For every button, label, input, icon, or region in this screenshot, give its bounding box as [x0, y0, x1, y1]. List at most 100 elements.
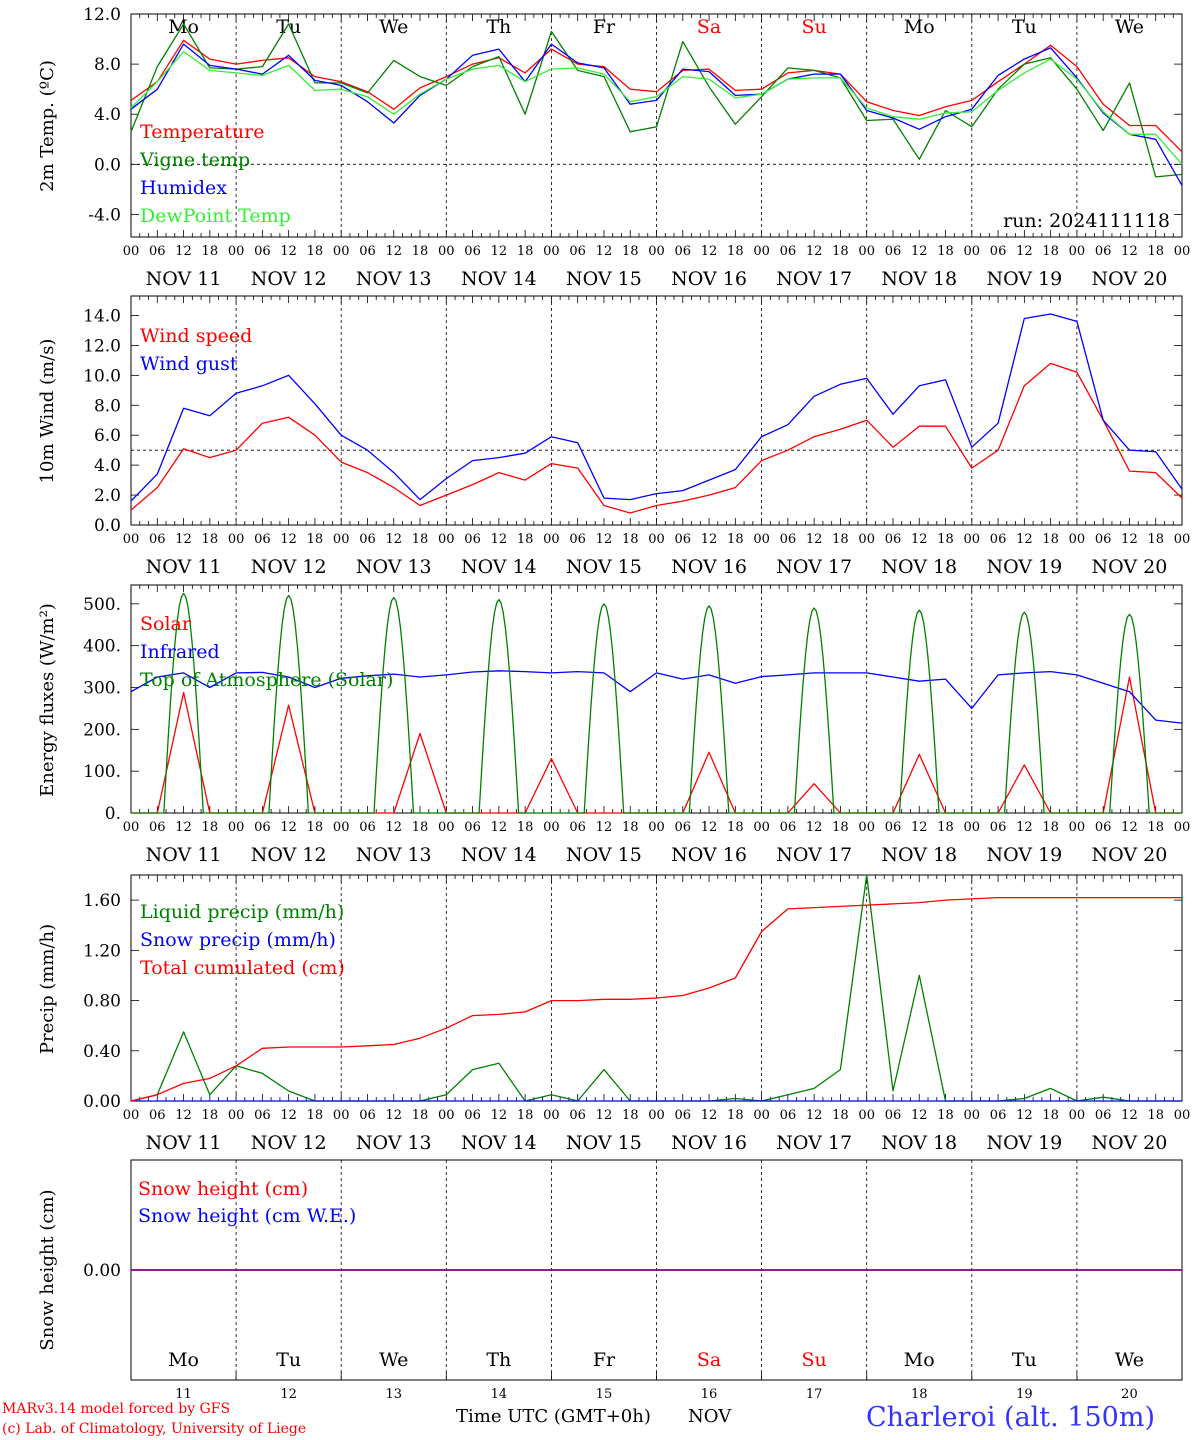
- hour-label: 06: [359, 532, 376, 547]
- hour-label: 06: [885, 532, 902, 547]
- hour-label: 18: [622, 1108, 639, 1123]
- day-name-label: Sa: [697, 16, 721, 38]
- date-label: NOV 16: [671, 1132, 747, 1154]
- hour-label: 12: [491, 244, 508, 259]
- hour-label: 06: [1095, 1108, 1112, 1123]
- hour-label: 00: [543, 820, 560, 835]
- hour-label: 06: [675, 244, 692, 259]
- y-tick-label: 6.0: [94, 426, 121, 446]
- y-axis-label: Precip (mm/h): [37, 924, 58, 1054]
- hour-label: 18: [307, 244, 324, 259]
- y-tick-label: 10.0: [83, 366, 121, 386]
- day-name-label: Sa: [697, 1349, 721, 1371]
- day-number-label: 18: [911, 1387, 928, 1402]
- hour-label: 12: [385, 1108, 402, 1123]
- hour-label: 18: [1147, 1108, 1164, 1123]
- hour-label: 06: [990, 532, 1007, 547]
- date-label: NOV 18: [881, 268, 957, 290]
- hour-label: 06: [569, 532, 586, 547]
- hour-label: 00: [753, 1108, 770, 1123]
- day-number-label: 17: [806, 1387, 823, 1402]
- y-tick-label: 4.0: [94, 105, 121, 125]
- y-tick-label: 0.0: [94, 155, 121, 175]
- hour-label: 18: [517, 244, 534, 259]
- hour-label: 12: [596, 244, 613, 259]
- hour-label: 00: [333, 532, 350, 547]
- hour-label: 06: [254, 244, 271, 259]
- y-tick-label: 14.0: [83, 306, 121, 326]
- hour-label: 18: [1147, 244, 1164, 259]
- series-line-wind-speed: [130, 362, 1183, 514]
- hour-label: 06: [464, 244, 481, 259]
- day-number-label: 12: [280, 1387, 297, 1402]
- date-label: NOV 12: [251, 1132, 327, 1154]
- hour-label: 00: [1174, 244, 1191, 259]
- credit-line-2: (c) Lab. of Climatology, University of L…: [2, 1421, 306, 1437]
- date-label: NOV 12: [251, 268, 327, 290]
- hour-label: 06: [464, 1108, 481, 1123]
- date-label: NOV 13: [356, 1132, 432, 1154]
- y-tick-label: 12.0: [83, 336, 121, 356]
- hour-label: 06: [675, 532, 692, 547]
- hour-label: 12: [491, 532, 508, 547]
- y-tick-label: 0.80: [83, 992, 121, 1012]
- date-label: NOV 17: [776, 268, 852, 290]
- legend-entry: Top of Atmosphere (Solar): [140, 669, 393, 691]
- hour-label: 06: [569, 820, 586, 835]
- hour-label: 06: [990, 820, 1007, 835]
- day-number-label: 13: [385, 1387, 402, 1402]
- hour-label: 12: [911, 532, 928, 547]
- hour-label: 00: [648, 1108, 665, 1123]
- series-line-infrared: [130, 670, 1183, 724]
- day-number-label: 11: [175, 1387, 192, 1402]
- day-name-label: Th: [486, 16, 511, 38]
- hour-label: 18: [727, 820, 744, 835]
- date-label: NOV 16: [671, 844, 747, 866]
- x-axis-month: NOV: [688, 1406, 732, 1427]
- hour-label: 18: [622, 820, 639, 835]
- y-tick-label: 0.00: [83, 1261, 121, 1281]
- hour-label: 12: [280, 532, 297, 547]
- hour-label: 06: [990, 244, 1007, 259]
- hour-label: 06: [359, 244, 376, 259]
- hour-label: 12: [701, 1108, 718, 1123]
- date-label: NOV 17: [776, 844, 852, 866]
- y-tick-label: 500.: [83, 595, 121, 615]
- y-tick-label: 400.: [83, 637, 121, 657]
- y-tick-label: -4.0: [88, 205, 121, 225]
- date-label: NOV 11: [146, 844, 222, 866]
- hour-label: 00: [1069, 532, 1086, 547]
- hour-label: 00: [1174, 820, 1191, 835]
- date-label: NOV 17: [776, 556, 852, 578]
- hour-label: 00: [1174, 1108, 1191, 1123]
- date-label: NOV 17: [776, 1132, 852, 1154]
- day-name-label: Mo: [904, 1349, 935, 1371]
- date-label: NOV 20: [1092, 1132, 1168, 1154]
- hour-label: 18: [202, 820, 219, 835]
- hour-label: 06: [149, 532, 166, 547]
- hour-label: 00: [753, 532, 770, 547]
- x-axis-title: Time UTC (GMT+0h): [456, 1406, 651, 1427]
- date-label: NOV 16: [671, 556, 747, 578]
- day-name-label: We: [1115, 1349, 1144, 1371]
- hour-label: 00: [964, 820, 981, 835]
- y-tick-label: 200.: [83, 720, 121, 740]
- hour-label: 06: [1095, 244, 1112, 259]
- day-name-label: Th: [486, 1349, 511, 1371]
- day-name-label: We: [1115, 16, 1144, 38]
- hour-label: 06: [675, 1108, 692, 1123]
- date-label: NOV 13: [356, 844, 432, 866]
- hour-label: 18: [937, 820, 954, 835]
- hour-label: 18: [1147, 532, 1164, 547]
- panel-2: 14.0 12.0 10.0 8.0 6.0 4.0 2.0 0.0 10m Wind (m/s…: [37, 295, 1190, 578]
- day-number-label: 15: [596, 1387, 613, 1402]
- legend-entry: Wind speed: [140, 325, 252, 347]
- hour-label: 12: [596, 532, 613, 547]
- hour-label: 12: [806, 244, 823, 259]
- date-label: NOV 14: [461, 268, 537, 290]
- hour-label: 00: [438, 820, 455, 835]
- hour-label: 06: [675, 820, 692, 835]
- hour-label: 12: [385, 820, 402, 835]
- series-line-temperature: [130, 39, 1183, 153]
